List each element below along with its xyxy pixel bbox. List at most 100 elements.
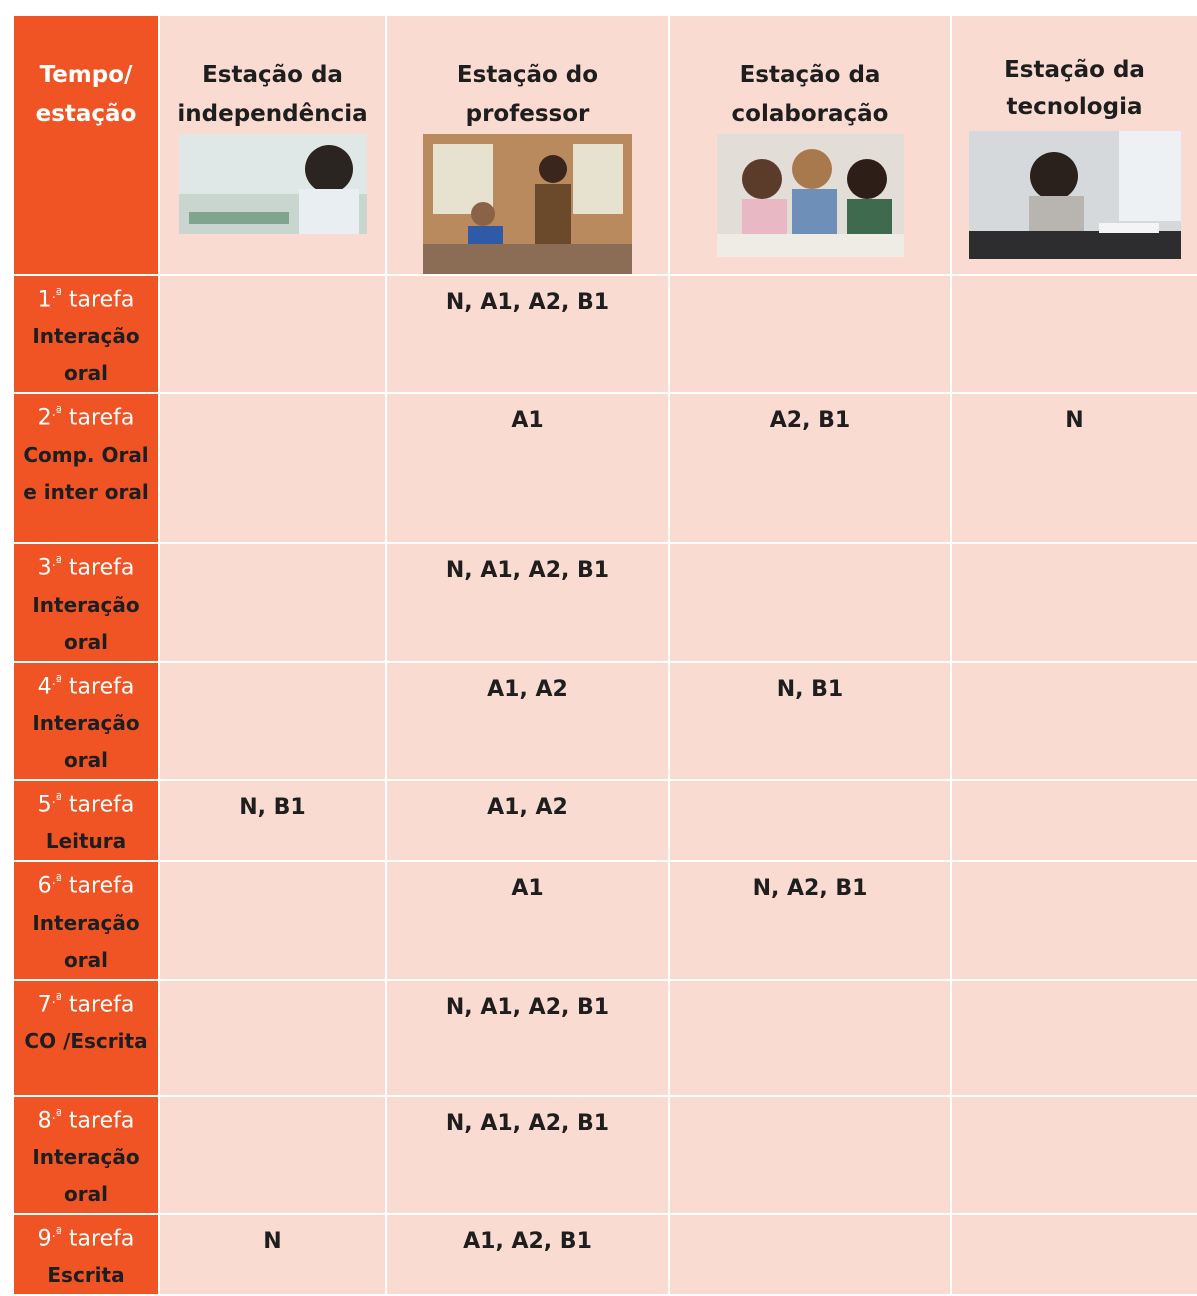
task-cell: 1.ª tarefa Interação oral <box>12 273 160 395</box>
photo <box>968 131 1181 259</box>
task-label: 9.ª tarefa <box>14 1215 158 1257</box>
station-cell <box>950 778 1197 863</box>
page: Tempo/ estação Estação da independência … <box>12 14 1197 1296</box>
task-row: 3.ª tarefa Interação oral N, A1, A2, B1 <box>12 542 1197 663</box>
photo <box>178 134 367 234</box>
station-cell <box>950 660 1197 781</box>
task-ordinal: .ª <box>51 673 62 689</box>
station-cell <box>668 542 952 663</box>
task-row: 5.ª tarefa Leitura N, B1 A1, A2 <box>12 778 1197 863</box>
station-cell: N <box>158 1212 387 1296</box>
group-list: N, B1 <box>776 676 844 702</box>
group-list: N <box>263 1228 282 1254</box>
task-activity: Interação oral <box>32 910 140 972</box>
group-list: A1, A2 <box>487 794 568 820</box>
station-cell <box>668 1212 952 1296</box>
task-cell: 3.ª tarefa Interação oral <box>12 542 160 663</box>
corner-title: Tempo/ estação <box>35 62 137 127</box>
station-cell <box>950 1212 1197 1296</box>
task-activity: Interação oral <box>32 592 140 654</box>
station-cell: A1, A2 <box>385 778 670 863</box>
task-word: tarefa <box>68 1107 135 1133</box>
station-cell <box>668 273 952 395</box>
station-cell: N, A1, A2, B1 <box>385 542 670 663</box>
group-list: A1 <box>511 876 544 902</box>
header-cell: Estação da colaboração <box>668 14 952 276</box>
station-cell <box>668 978 952 1097</box>
station-cell: A2, B1 <box>668 392 952 545</box>
station-cell: N <box>950 392 1197 545</box>
table-body: Tempo/ estação Estação da independência … <box>12 14 1197 1296</box>
station-cell: A1, A2, B1 <box>385 1212 670 1296</box>
task-word: tarefa <box>68 287 135 313</box>
task-number: 6 <box>37 873 52 899</box>
task-row: 4.ª tarefa Interação oral A1, A2 N, B1 <box>12 660 1197 781</box>
header-cell: Estação do professor <box>385 14 670 276</box>
station-title: Estação da tecnologia <box>1004 57 1145 120</box>
group-list: N, A1, A2, B1 <box>445 558 610 584</box>
task-activity: Interação oral <box>32 710 140 772</box>
task-row: 9.ª tarefa Escrita N A1, A2, B1 <box>12 1212 1197 1296</box>
station-cell <box>668 778 952 863</box>
task-word: tarefa <box>68 991 135 1017</box>
station-cell: A1 <box>385 860 670 981</box>
station-cell <box>950 978 1197 1097</box>
task-activity: Escrita <box>47 1263 125 1288</box>
task-label: 3.ª tarefa <box>14 544 158 586</box>
station-cell: N, B1 <box>668 660 952 781</box>
group-list: A1, A2, B1 <box>463 1228 592 1254</box>
task-label: 4.ª tarefa <box>14 663 158 705</box>
station-cell <box>158 392 387 545</box>
station-cell: N, B1 <box>158 778 387 863</box>
station-cell <box>158 542 387 663</box>
photo <box>423 134 632 274</box>
task-number: 7 <box>37 991 52 1017</box>
task-word: tarefa <box>68 673 135 699</box>
task-ordinal: .ª <box>51 555 62 571</box>
group-list: N, A1, A2, B1 <box>445 1110 610 1136</box>
station-cell <box>158 978 387 1097</box>
task-row: 8.ª tarefa Interação oral N, A1, A2, B1 <box>12 1094 1197 1215</box>
task-row: 7.ª tarefa CO /Escrita N, A1, A2, B1 <box>12 978 1197 1097</box>
task-number: 3 <box>37 555 52 581</box>
task-cell: 9.ª tarefa Escrita <box>12 1212 160 1296</box>
station-title: Estação do professor <box>456 62 599 127</box>
header-row: Tempo/ estação Estação da independência … <box>12 14 1197 276</box>
task-ordinal: .ª <box>51 405 62 421</box>
task-word: tarefa <box>68 405 135 431</box>
task-ordinal: .ª <box>51 791 62 807</box>
group-list: A2, B1 <box>769 408 851 434</box>
task-label: 5.ª tarefa <box>14 781 158 823</box>
station-cell: N, A2, B1 <box>668 860 952 981</box>
station-title: Estação da independência <box>177 62 368 127</box>
task-row: 1.ª tarefa Interação oral N, A1, A2, B1 <box>12 273 1197 395</box>
station-cell <box>158 660 387 781</box>
task-cell: 2.ª tarefa Comp. Oral e inter oral <box>12 392 160 545</box>
group-list: N, A1, A2, B1 <box>445 290 610 315</box>
task-label: 7.ª tarefa <box>14 981 158 1023</box>
task-cell: 4.ª tarefa Interação oral <box>12 660 160 781</box>
group-list: N, B1 <box>239 794 306 820</box>
task-word: tarefa <box>68 873 135 899</box>
task-number: 1 <box>37 287 52 313</box>
task-activity: Leitura <box>45 829 127 854</box>
station-table: Tempo/ estação Estação da independência … <box>12 14 1197 1296</box>
station-cell: N, A1, A2, B1 <box>385 1094 670 1215</box>
station-cell: N, A1, A2, B1 <box>385 978 670 1097</box>
station-cell: N, A1, A2, B1 <box>385 273 670 395</box>
station-title: Estação da colaboração <box>731 62 889 127</box>
station-cell <box>950 273 1197 395</box>
task-number: 5 <box>37 792 52 818</box>
task-number: 2 <box>37 405 52 431</box>
task-row: 6.ª tarefa Interação oral A1 N, A2, B1 <box>12 860 1197 981</box>
photo <box>716 134 904 257</box>
task-ordinal: .ª <box>51 873 62 889</box>
task-ordinal: .ª <box>51 991 62 1007</box>
task-cell: 6.ª tarefa Interação oral <box>12 860 160 981</box>
task-activity: CO /Escrita <box>24 1028 148 1053</box>
corner-cell: Tempo/ estação <box>12 14 160 276</box>
task-label: 6.ª tarefa <box>14 862 158 904</box>
task-label: 8.ª tarefa <box>14 1097 158 1139</box>
station-cell <box>668 1094 952 1215</box>
group-list: A1, A2 <box>487 676 568 702</box>
